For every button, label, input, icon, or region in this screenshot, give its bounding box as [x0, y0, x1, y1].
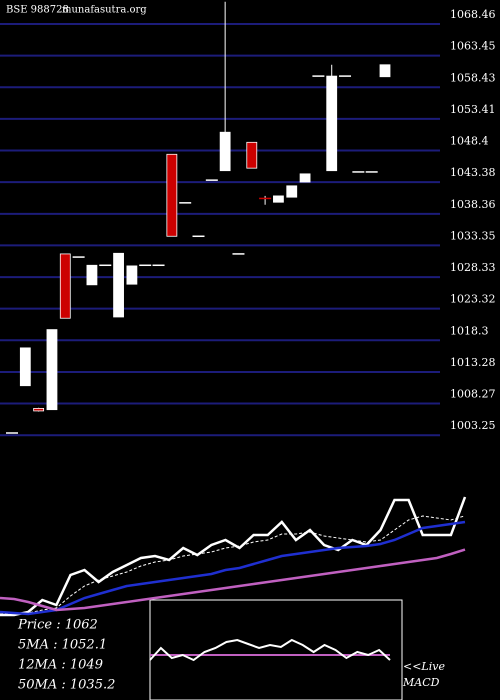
- candle-body: [379, 64, 391, 78]
- ma-line: [0, 496, 467, 617]
- macd-label: MACD: [402, 676, 440, 689]
- macd-line: [149, 638, 391, 662]
- ma-label: 5MA : 1052.1: [18, 638, 107, 653]
- y-tick-label: 1028.33: [450, 261, 496, 274]
- y-tick-label: 1003.25: [450, 419, 496, 432]
- y-tick-label: 1008.27: [450, 388, 496, 401]
- y-tick-label: 1068.46: [450, 8, 496, 21]
- candle-body: [246, 141, 258, 169]
- y-tick-label: 1033.35: [450, 229, 496, 242]
- candle-body: [59, 253, 71, 319]
- y-tick-label: 1063.45: [450, 40, 496, 53]
- y-tick-label: 1043.38: [450, 166, 496, 179]
- y-tick-label: 1058.43: [450, 71, 496, 84]
- candle-body: [46, 329, 58, 411]
- candle-body: [273, 195, 284, 203]
- ma-label: 12MA : 1049: [18, 658, 103, 673]
- candle-body: [86, 264, 98, 286]
- candle-body: [286, 185, 298, 198]
- ma-line: [0, 548, 466, 612]
- y-tick-label: 1038.36: [450, 198, 496, 211]
- ma-label: Price : 1062: [17, 618, 98, 633]
- y-tick-label: 1023.32: [450, 293, 496, 306]
- ma-label: 50MA : 1035.2: [18, 678, 115, 693]
- chart-subtitle: munafasutra.org: [62, 5, 147, 16]
- macd-label: <<Live: [403, 660, 445, 673]
- y-tick-label: 1048.4: [450, 135, 489, 148]
- candle-body: [33, 408, 45, 412]
- chart-title: BSE 988728: [6, 5, 69, 16]
- candle-body: [326, 75, 338, 172]
- ma-line: [0, 515, 466, 615]
- macd-box: [149, 599, 403, 700]
- candle-body: [166, 153, 178, 237]
- y-tick-label: 1053.41: [450, 103, 496, 116]
- candle-body: [113, 252, 124, 318]
- y-tick-label: 1018.3: [450, 324, 489, 337]
- candle-body: [219, 131, 231, 172]
- candle-body: [299, 173, 311, 183]
- ma-line: [0, 520, 466, 616]
- y-tick-label: 1013.28: [450, 356, 496, 369]
- candle-body: [19, 347, 31, 387]
- candle-body: [126, 265, 138, 285]
